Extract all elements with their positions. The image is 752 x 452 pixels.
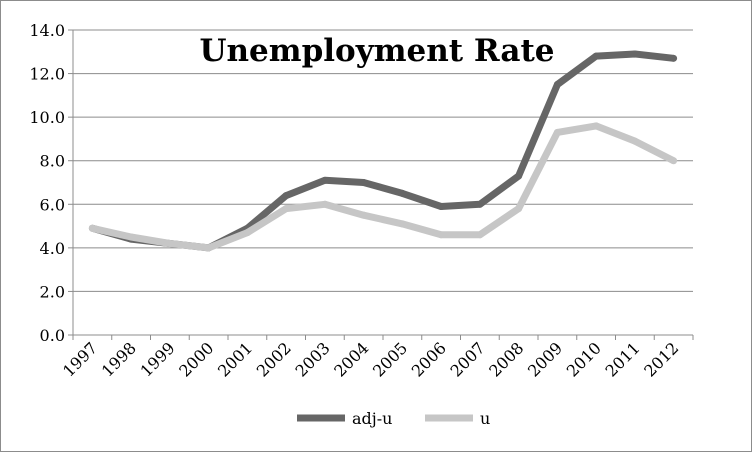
series-lines bbox=[88, 50, 678, 252]
x-tick-label: 2002 bbox=[253, 338, 295, 380]
y-tick-label: 12.0 bbox=[29, 65, 65, 84]
x-tick-label: 2010 bbox=[563, 338, 605, 380]
data-point-adj-u bbox=[670, 54, 678, 62]
data-point-u bbox=[631, 137, 639, 145]
data-point-adj-u bbox=[631, 50, 639, 58]
data-point-u bbox=[127, 233, 135, 241]
data-point-adj-u bbox=[321, 176, 329, 184]
x-tick-labels: 1997199819992000200120022003200420052006… bbox=[59, 338, 682, 380]
x-tick-label: 2006 bbox=[408, 338, 450, 380]
data-point-u bbox=[88, 224, 96, 232]
data-point-u bbox=[515, 205, 523, 213]
x-tick-label: 1997 bbox=[59, 338, 101, 380]
chart-title: Unemployment Rate bbox=[199, 33, 554, 69]
data-point-u bbox=[321, 200, 329, 208]
y-tick-label: 0.0 bbox=[40, 326, 65, 345]
data-point-adj-u bbox=[592, 52, 600, 60]
data-point-adj-u bbox=[360, 179, 368, 186]
data-point-u bbox=[437, 231, 445, 239]
gridlines bbox=[73, 29, 693, 336]
x-tick-label: 2004 bbox=[330, 338, 372, 380]
series-line-u bbox=[91, 122, 676, 252]
y-tick-labels: 0.0 2.0 4.0 6.0 8.0 10.0 12.0 14.0 bbox=[29, 21, 65, 345]
data-point-adj-u bbox=[553, 80, 561, 88]
x-tick-label: 2011 bbox=[601, 338, 643, 380]
x-tick-label: 1998 bbox=[98, 338, 140, 380]
y-tick-label: 2.0 bbox=[40, 282, 65, 301]
legend-label-u: u bbox=[480, 409, 490, 428]
data-point-u bbox=[243, 229, 251, 237]
data-point-u bbox=[476, 231, 484, 239]
y-tick-label: 4.0 bbox=[40, 239, 65, 258]
data-point-u bbox=[360, 211, 368, 219]
x-tick-label: 2001 bbox=[214, 338, 256, 380]
legend-label-adj-u: adj-u bbox=[352, 409, 392, 428]
x-tick-label: 2003 bbox=[291, 338, 333, 380]
y-tick-label: 6.0 bbox=[40, 195, 65, 214]
data-point-u bbox=[670, 157, 678, 165]
data-point-u bbox=[398, 220, 406, 228]
data-point-u bbox=[553, 128, 561, 136]
x-tick-label: 2008 bbox=[485, 338, 527, 380]
data-point-adj-u bbox=[398, 189, 406, 197]
data-point-u bbox=[205, 244, 213, 252]
x-tick-label: 2012 bbox=[640, 338, 682, 380]
legend: adj-u u bbox=[297, 409, 490, 428]
data-point-adj-u bbox=[282, 192, 290, 200]
y-tick-label: 10.0 bbox=[29, 108, 65, 127]
x-tick-label: 2009 bbox=[524, 338, 566, 380]
data-point-u bbox=[282, 205, 290, 213]
data-point-adj-u bbox=[476, 200, 484, 208]
x-tick-label: 1999 bbox=[136, 338, 178, 380]
data-point-u bbox=[592, 122, 600, 130]
y-tick-label: 14.0 bbox=[29, 21, 65, 40]
x-tick-label: 2007 bbox=[446, 338, 488, 380]
y-tick-label: 8.0 bbox=[40, 152, 65, 171]
data-point-u bbox=[166, 240, 174, 247]
axes bbox=[68, 29, 694, 340]
x-tick-label: 2005 bbox=[369, 338, 411, 380]
x-tick-label: 2000 bbox=[175, 338, 217, 380]
data-point-adj-u bbox=[515, 172, 523, 180]
data-point-adj-u bbox=[437, 202, 445, 210]
